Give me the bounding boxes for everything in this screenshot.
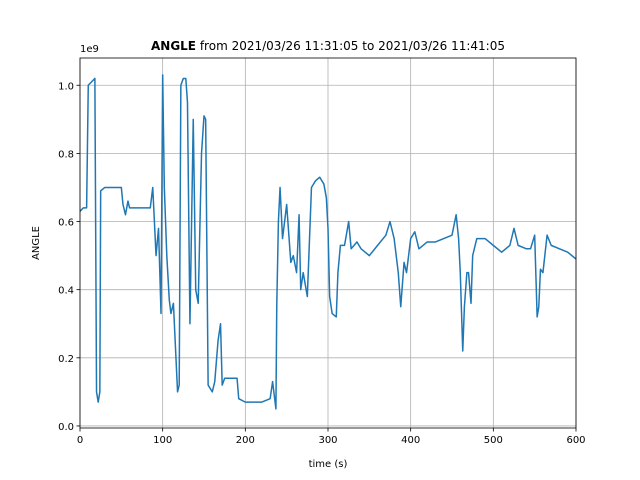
plot-frame xyxy=(79,57,577,429)
y-tick-label: 0.2 xyxy=(58,354,74,365)
y-tick-label: 1.0 xyxy=(58,81,74,92)
y-offset-label: 1e9 xyxy=(80,44,99,55)
data-line xyxy=(79,74,577,410)
y-axis-label: ANGLE xyxy=(31,226,42,260)
x-tick-label: 600 xyxy=(566,435,585,446)
y-tick-label: 0.8 xyxy=(58,149,74,160)
x-tick-label: 300 xyxy=(318,435,337,446)
chart-title: ANGLE from 2021/03/26 11:31:05 to 2021/0… xyxy=(151,39,505,53)
title-part: from 2021/03/26 11:31:05 to 2021/03/26 1… xyxy=(196,39,505,53)
x-axis-label: time (s) xyxy=(309,459,348,470)
y-tick-label: 0.0 xyxy=(58,422,74,433)
x-tick-label: 400 xyxy=(401,435,420,446)
y-tick-label: 0.4 xyxy=(58,286,74,297)
x-tick-label: 0 xyxy=(77,435,83,446)
title-part: ANGLE xyxy=(151,39,196,53)
x-tick-label: 100 xyxy=(153,435,172,446)
x-tick-label: 500 xyxy=(484,435,503,446)
x-tick-label: 200 xyxy=(236,435,255,446)
y-tick-label: 0.6 xyxy=(58,218,74,229)
